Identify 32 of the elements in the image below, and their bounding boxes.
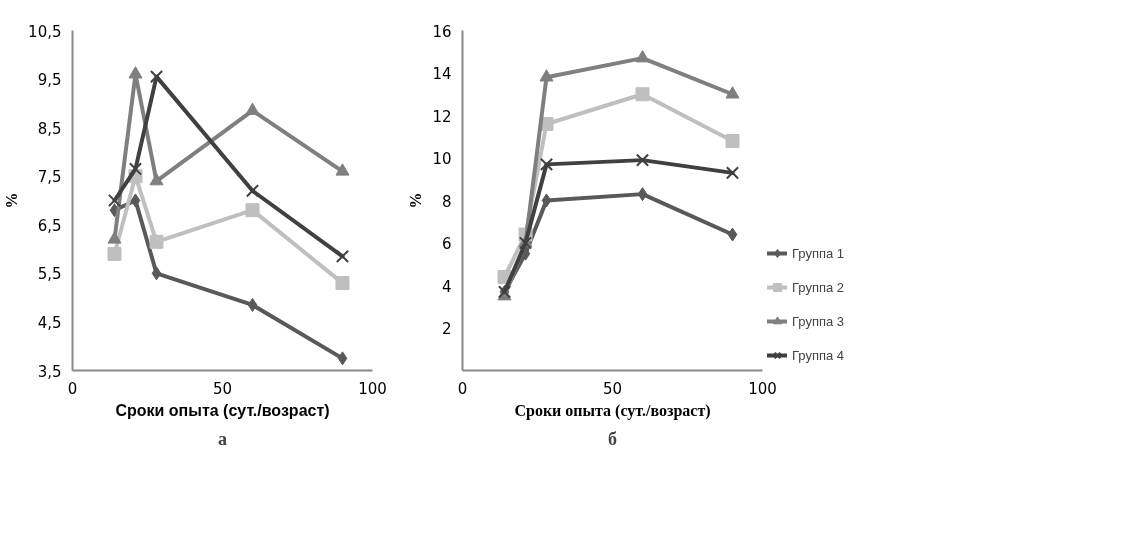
x-tick-label: 0: [67, 379, 78, 398]
text: б: [608, 428, 617, 449]
y-tick-label: 14: [432, 65, 452, 83]
y-tick-label: 9,5: [37, 71, 62, 90]
y-tick-label: 7,5: [37, 168, 62, 187]
x-tick-label: 100: [358, 379, 387, 398]
y-tick-label: 10: [432, 150, 452, 168]
y-tick-label: 8,5: [37, 119, 62, 138]
legend-label: Группа 4: [792, 347, 845, 363]
x-axis-title: Сроки опыта (сут./возраст): [514, 401, 711, 420]
x-tick-label: 50: [602, 379, 623, 398]
x-axis-title: Сроки опыта (сут./возраст): [115, 401, 330, 419]
text: а: [218, 428, 227, 449]
x-tick-label: 100: [748, 379, 777, 398]
x-tick-label: 0: [457, 379, 468, 398]
y-tick-label: 10,5: [28, 22, 62, 41]
y-tick-label: 8: [441, 192, 452, 211]
legend-label: Группа 2: [792, 279, 845, 295]
y-tick-label: 16: [432, 22, 452, 41]
legend-label: Группа 1: [792, 245, 845, 261]
y-tick-label: 12: [432, 107, 452, 126]
y-tick-label: 6: [441, 235, 452, 253]
y-tick-label: 3,5: [37, 362, 62, 381]
y-tick-label: 5,5: [37, 265, 62, 284]
y-axis-title: %: [407, 192, 425, 209]
y-axis-title: %: [3, 192, 21, 209]
y-tick-label: 6,5: [37, 216, 62, 235]
y-tick-label: 4: [441, 277, 452, 296]
y-tick-label: 2: [441, 320, 452, 338]
x-tick-label: 50: [212, 379, 233, 398]
legend-label: Группа 3: [792, 313, 845, 329]
y-tick-label: 4,5: [37, 313, 62, 332]
